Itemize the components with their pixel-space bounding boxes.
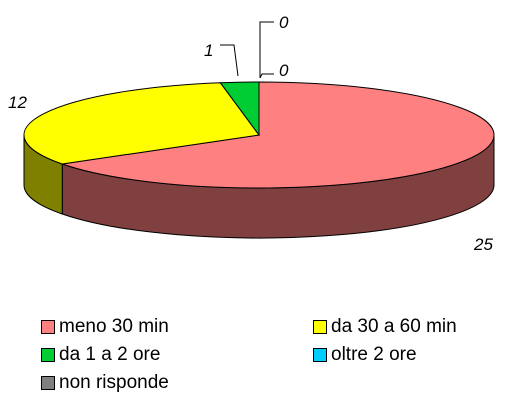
legend-item-non-risponde: non risponde [41, 372, 169, 394]
pie-slice-da-30-a-60-min [23, 82, 260, 165]
data-labels: 25 12 1 0 0 [8, 13, 493, 254]
legend-swatch [313, 348, 327, 362]
legend-item-meno-30-min: meno 30 min [41, 316, 169, 338]
legend-label: da 1 a 2 ore [59, 344, 161, 365]
legend: meno 30 min da 30 a 60 min da 1 a 2 ore … [0, 290, 508, 401]
legend-item-da-1-a-2-ore: da 1 a 2 ore [41, 344, 160, 366]
legend-swatch [41, 320, 55, 334]
legend-item-oltre-2-ore: oltre 2 ore [313, 344, 417, 366]
data-label-meno-30-min: 25 [473, 235, 493, 254]
pie-slice-da-1-a-2-ore [219, 81, 260, 137]
legend-swatch [313, 320, 327, 334]
leader-line-da-1-a-2-ore [220, 44, 239, 77]
legend-label: oltre 2 ore [331, 344, 417, 365]
leader-line-non-risponde [259, 73, 274, 79]
legend-item-da-30-a-60-min: da 30 a 60 min [313, 316, 457, 338]
pie-top [23, 81, 495, 189]
legend-swatch [41, 348, 55, 362]
data-label-non-risponde: 0 [279, 61, 289, 80]
legend-label: meno 30 min [59, 316, 169, 337]
legend-label: da 30 a 60 min [331, 316, 457, 337]
label-leader-lines [220, 21, 274, 79]
legend-swatch [41, 376, 55, 390]
data-label-da-1-a-2-ore: 1 [204, 41, 213, 60]
data-label-da-30-a-60-min: 12 [8, 93, 27, 112]
data-label-oltre-2-ore: 0 [279, 13, 289, 32]
pie-slice-meno-30-min [62, 81, 495, 189]
leader-line-oltre-2-ore [259, 21, 274, 78]
legend-label: non risponde [59, 372, 169, 393]
pie-chart: 25 12 1 0 0 [8, 13, 495, 254]
